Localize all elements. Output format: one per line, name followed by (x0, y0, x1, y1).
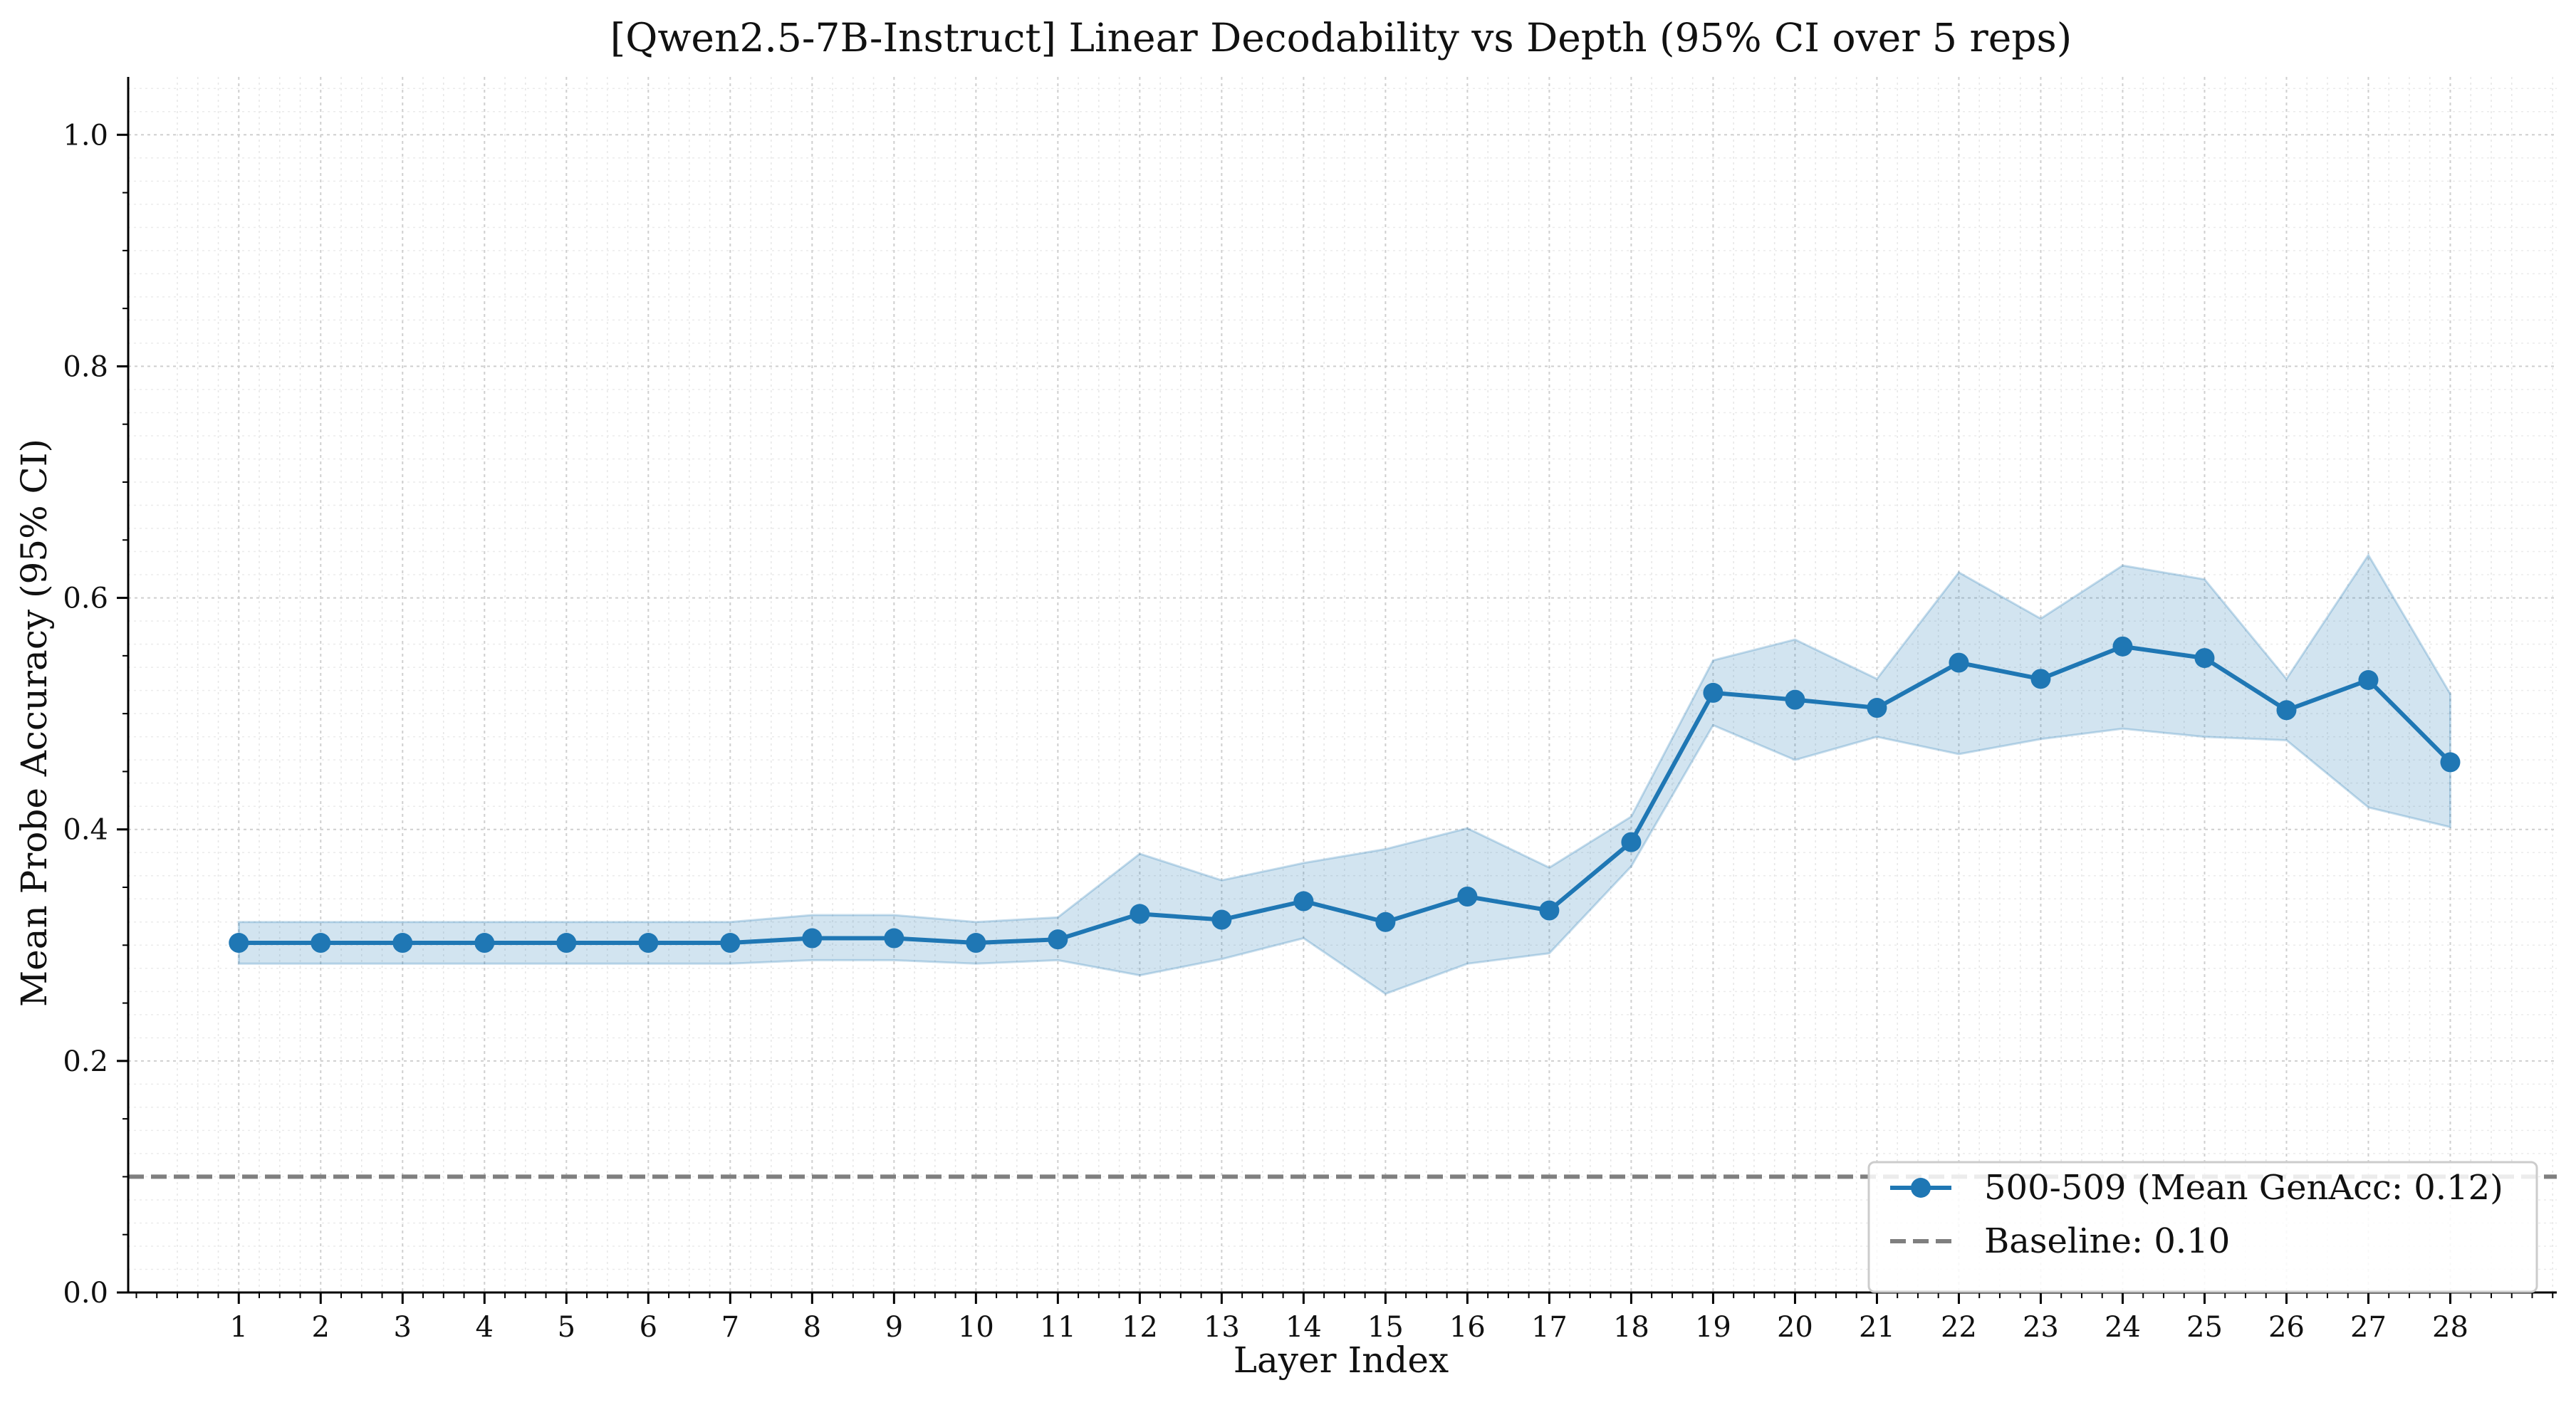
x-tick-label: 4 (476, 1311, 494, 1344)
data-point (2276, 700, 2297, 721)
x-tick-label: 3 (394, 1311, 412, 1344)
x-tick-label: 10 (958, 1311, 994, 1344)
data-point (966, 933, 986, 954)
data-point (2030, 669, 2051, 689)
ticks: 1 2 3 4 5 6 7 8 9 10 11 12 13 14 15 16 17 18 19 20 21 22 23 24 2… (63, 119, 2554, 1344)
x-tick-label: 7 (721, 1311, 739, 1344)
series-line-0 (239, 644, 2452, 945)
x-tick-label: 27 (2350, 1311, 2387, 1344)
x-tick-label: 6 (640, 1311, 657, 1344)
legend-series-marker (1911, 1178, 1931, 1198)
x-tick-label: 16 (1449, 1311, 1486, 1344)
x-tick-label: 25 (2186, 1311, 2223, 1344)
legend-series-label: 500-509 (Mean GenAcc: 0.12) (1984, 1168, 2503, 1208)
data-point (1130, 904, 1150, 924)
y-tick-label: 0.8 (63, 350, 108, 383)
y-tick-label: 0.6 (63, 583, 108, 615)
data-point (1785, 689, 1805, 710)
data-point (1375, 912, 1396, 932)
x-tick-label: 19 (1695, 1311, 1731, 1344)
data-point (1621, 832, 1642, 852)
x-tick-label: 20 (1777, 1311, 1813, 1344)
x-tick-label: 22 (1941, 1311, 1977, 1344)
x-tick-label: 23 (2023, 1311, 2059, 1344)
data-point (1949, 652, 1969, 673)
data-point (311, 933, 331, 954)
y-tick-label: 0.4 (63, 814, 108, 847)
chart-title: [Qwen2.5-7B-Instruct] Linear Decodabilit… (610, 15, 2072, 61)
data-point (229, 933, 249, 954)
data-point (1048, 929, 1068, 950)
legend: 500-509 (Mean GenAcc: 0.12) Baseline: 0.… (1867, 1161, 2538, 1293)
data-point (638, 933, 659, 954)
confidence-band (237, 553, 2451, 996)
data-point (1457, 887, 1478, 907)
data-point (802, 928, 823, 949)
data-point (720, 933, 741, 954)
x-tick-label: 14 (1286, 1311, 1322, 1344)
x-tick-label: 9 (885, 1311, 903, 1344)
x-tick-label: 24 (2105, 1311, 2141, 1344)
x-tick-label: 26 (2268, 1311, 2305, 1344)
minor-grid (128, 77, 2557, 1292)
data-point (474, 933, 495, 954)
y-tick-label: 0.0 (63, 1277, 108, 1310)
ci-band-series-0 (237, 553, 2451, 996)
data-point (1211, 909, 1232, 930)
data-point (2112, 636, 2133, 657)
x-tick-label: 1 (230, 1311, 248, 1344)
data-point (1867, 698, 1887, 719)
legend-box (1867, 1161, 2538, 1293)
data-point (556, 933, 577, 954)
data-point (1539, 900, 1560, 921)
data-point (1703, 682, 1724, 703)
x-tick-label: 2 (312, 1311, 330, 1344)
x-tick-label: 21 (1859, 1311, 1895, 1344)
data-point (1293, 891, 1314, 912)
data-point (2440, 752, 2461, 773)
x-tick-label: 17 (1531, 1311, 1568, 1344)
y-tick-label: 0.2 (63, 1045, 108, 1078)
y-tick-label: 1.0 (63, 119, 108, 152)
data-point (392, 933, 413, 954)
x-tick-label: 12 (1122, 1311, 1158, 1344)
series-layer (229, 636, 2461, 954)
x-tick-label: 11 (1040, 1311, 1076, 1344)
data-point (884, 928, 904, 949)
x-tick-label: 5 (558, 1311, 575, 1344)
x-axis-label: Layer Index (1234, 1339, 1449, 1381)
y-axis-label: Mean Probe Accuracy (95% CI) (14, 439, 55, 1007)
x-tick-label: 8 (803, 1311, 821, 1344)
x-tick-label: 15 (1367, 1311, 1404, 1344)
x-tick-label: 18 (1613, 1311, 1649, 1344)
data-point (2358, 669, 2379, 690)
data-point (2194, 648, 2215, 669)
legend-baseline-label: Baseline: 0.10 (1984, 1221, 2230, 1261)
x-tick-label: 28 (2432, 1311, 2468, 1344)
x-tick-label: 13 (1204, 1311, 1240, 1344)
